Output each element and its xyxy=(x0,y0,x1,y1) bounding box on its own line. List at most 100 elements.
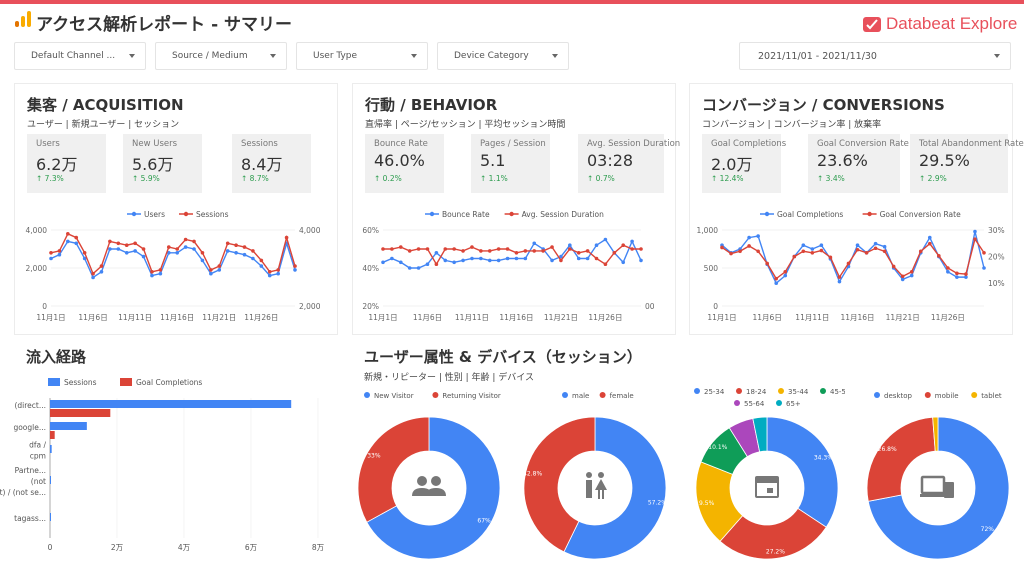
filter-default-channel[interactable]: Default Channel ... xyxy=(14,42,146,70)
data-point xyxy=(82,256,87,261)
kpi-value: 5.1 xyxy=(480,151,506,170)
kpi-delta-value: 7.3% xyxy=(44,174,64,183)
kpi-avg-session-duration[interactable]: Avg. Session Duration 03:28 ↑ 0.7% xyxy=(578,134,680,193)
data-point xyxy=(158,268,163,272)
kpi-delta: ↑ 0.2% xyxy=(374,174,402,183)
data-point xyxy=(891,264,896,269)
kpi-delta-value: 5.9% xyxy=(140,174,160,183)
x-tick-label: 11月16日 xyxy=(840,313,874,322)
filter-user-type[interactable]: User Type xyxy=(296,42,428,70)
traffic-bar-chart: Sessions Goal Completions 0 2万 4万 6万 8万 (direct… xyxy=(0,378,325,552)
brand-logo[interactable]: Databeat Explore xyxy=(862,12,1017,36)
data-point xyxy=(837,279,842,284)
bar xyxy=(50,513,51,521)
slice-label: 67% xyxy=(477,518,491,525)
data-point xyxy=(937,254,941,258)
arrow-up-icon: ↑ xyxy=(241,174,250,183)
data-point xyxy=(882,244,887,249)
data-point xyxy=(416,247,421,251)
data-point xyxy=(452,260,456,265)
data-point xyxy=(532,241,537,246)
data-point xyxy=(909,273,914,278)
data-point xyxy=(487,249,492,253)
kpi-delta-value: 8.7% xyxy=(249,174,269,183)
data-point xyxy=(594,256,599,261)
kpi-goal-completions[interactable]: Goal Completions 2.0万 ↑ 12.4% xyxy=(702,134,786,193)
filter-source-medium[interactable]: Source / Medium xyxy=(155,42,287,70)
legend-swatch xyxy=(120,378,132,386)
data-point xyxy=(568,243,572,247)
data-point xyxy=(200,251,205,255)
data-point xyxy=(982,266,986,270)
data-point xyxy=(175,247,180,251)
data-point xyxy=(496,247,501,251)
data-point xyxy=(141,254,146,259)
donut-hole xyxy=(392,451,466,525)
data-point xyxy=(479,256,483,261)
data-point xyxy=(864,251,869,255)
y-tick-label-right: 2,000 xyxy=(299,302,321,311)
data-point xyxy=(927,241,932,246)
calendar-icon xyxy=(767,488,773,493)
kpi-new-users[interactable]: New Users 5.6万 ↑ 5.9% xyxy=(123,134,202,193)
bar xyxy=(50,400,292,408)
kpi-delta: ↑ 0.7% xyxy=(587,174,615,183)
kpi-pages-per-session[interactable]: Pages / Session 5.1 ↑ 1.1% xyxy=(471,134,550,193)
kpi-users[interactable]: Users 6.2万 ↑ 7.3% xyxy=(27,134,106,193)
arrow-up-icon: ↑ xyxy=(374,174,383,183)
data-point xyxy=(133,249,137,253)
kpi-delta-value: 0.2% xyxy=(382,174,402,183)
y-tick-label: 2,000 xyxy=(26,264,48,273)
legend-dot xyxy=(734,400,740,406)
data-point xyxy=(873,241,878,246)
data-point xyxy=(855,243,860,247)
data-point xyxy=(166,245,171,249)
data-point xyxy=(955,275,959,279)
data-point xyxy=(496,258,501,263)
date-range-picker[interactable]: 2021/11/01 - 2021/11/30 xyxy=(739,42,1011,70)
x-tick-label: 11月11日 xyxy=(455,313,489,322)
data-point xyxy=(747,244,751,248)
data-point xyxy=(209,268,213,272)
kpi-delta: ↑ 7.3% xyxy=(36,174,64,183)
kpi-bounce-rate[interactable]: Bounce Rate 46.0% ↑ 0.2% xyxy=(365,134,444,193)
conversions-title: コンバージョン / CONVERSIONS xyxy=(702,96,945,114)
filter-label: Device Category xyxy=(454,51,529,61)
data-point xyxy=(259,264,264,268)
x-tick-label: 11月6日 xyxy=(753,313,782,322)
series-line xyxy=(50,232,296,275)
y-tick-label-right: 10% xyxy=(988,279,1005,288)
kpi-total-abandonment-rate[interactable]: Total Abandonment Rate 29.5% ↑ 2.9% xyxy=(910,134,1024,193)
behavior-title: 行動 / BEHAVIOR xyxy=(365,96,498,114)
data-point xyxy=(381,260,385,265)
data-point xyxy=(765,261,769,266)
data-point xyxy=(293,268,297,272)
kpi-label: Bounce Rate xyxy=(374,139,428,149)
legend-label: 25-34 xyxy=(704,388,725,396)
y-tick-label: 0 xyxy=(42,302,47,311)
data-point xyxy=(425,247,430,251)
demographics-title: ユーザー属性 & デバイス（セッション） xyxy=(364,348,642,366)
data-point xyxy=(425,262,430,266)
category-label: tagass... xyxy=(14,514,46,523)
kpi-label: Pages / Session xyxy=(480,139,546,149)
legend-label: 45-54 xyxy=(830,388,845,396)
chevron-down-icon xyxy=(552,54,558,58)
data-point xyxy=(99,270,104,274)
data-point xyxy=(837,275,842,279)
category-label: cpm xyxy=(30,452,46,461)
legend-dot xyxy=(131,211,137,217)
kpi-delta: ↑ 12.4% xyxy=(711,174,744,183)
data-point xyxy=(470,245,474,249)
kpi-goal-conversion-rate[interactable]: Goal Conversion Rate 23.6% ↑ 3.4% xyxy=(808,134,909,193)
legend-label: Avg. Session Duration xyxy=(522,210,604,219)
data-point xyxy=(585,256,590,261)
y-tick-label: 60% xyxy=(362,226,379,235)
data-point xyxy=(576,251,581,255)
kpi-sessions[interactable]: Sessions 8.4万 ↑ 8.7% xyxy=(232,134,311,193)
data-point xyxy=(621,260,626,265)
slice-label: 57.2% xyxy=(648,499,667,506)
filter-device-category[interactable]: Device Category xyxy=(437,42,569,70)
data-point xyxy=(505,247,510,251)
y-tick-label-right: 20% xyxy=(988,253,1005,262)
